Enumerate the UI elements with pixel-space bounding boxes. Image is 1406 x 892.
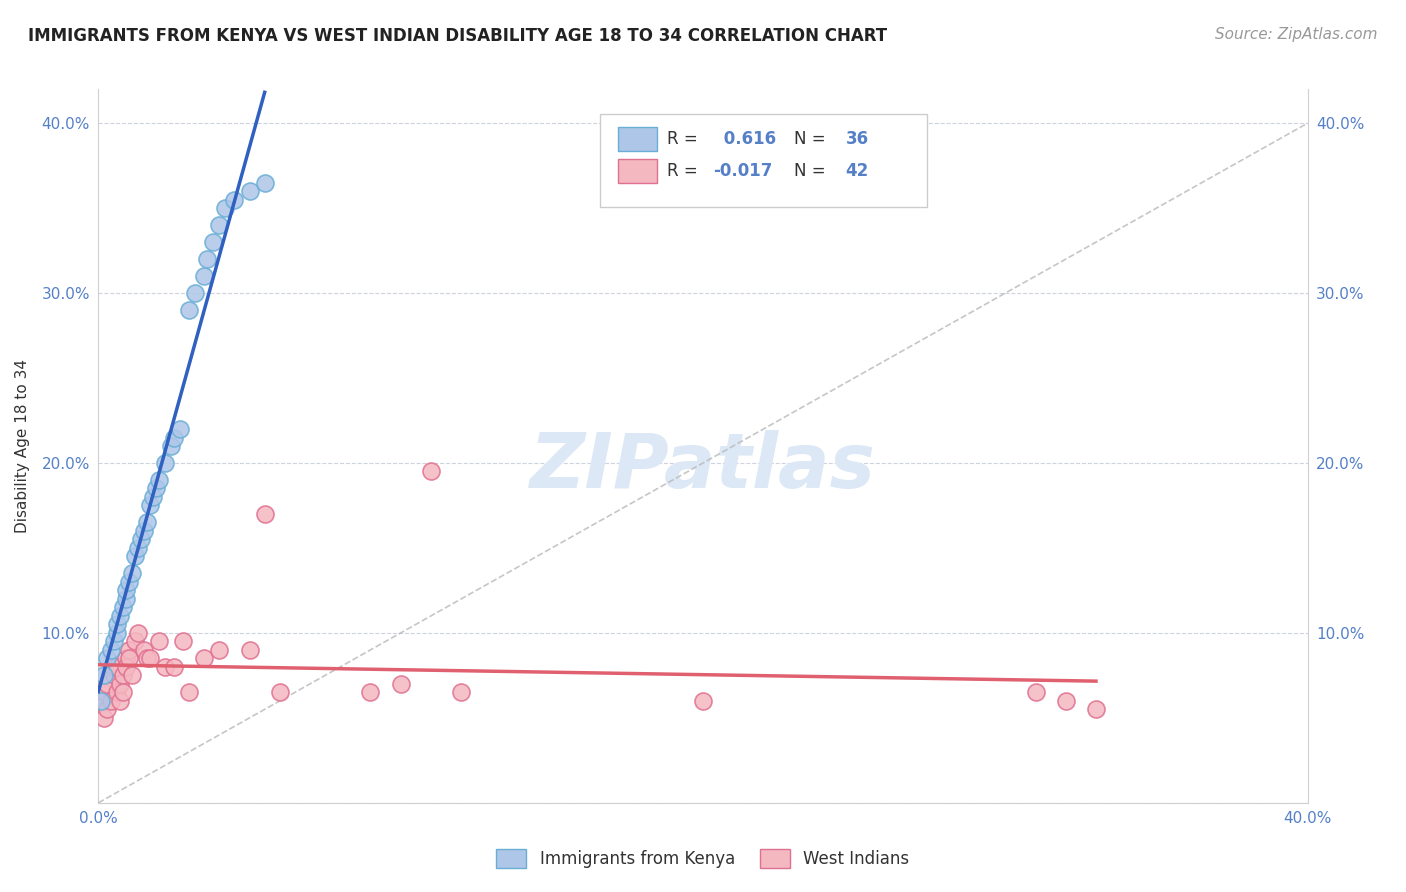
Text: 42: 42 [845,162,869,180]
FancyBboxPatch shape [619,159,657,184]
Point [100,643,122,657]
Text: 36: 36 [845,130,869,148]
Point [139,651,162,665]
Point [90,694,112,708]
Point [153,456,176,470]
Point [153,660,176,674]
FancyBboxPatch shape [600,114,927,207]
Point [224,193,246,207]
Point [118,574,141,589]
Point [193,269,215,284]
Point [114,591,136,606]
Point [139,499,162,513]
FancyBboxPatch shape [619,127,657,152]
Text: N =: N = [794,130,831,148]
Point [132,643,155,657]
Point [105,617,128,632]
Point [239,643,262,657]
Point [142,490,165,504]
Point [129,533,152,547]
Point [195,252,218,266]
Text: Source: ZipAtlas.com: Source: ZipAtlas.com [1215,27,1378,42]
Point [202,235,225,249]
Point [111,668,134,682]
Point [96,677,118,691]
Point [108,694,131,708]
Point [105,626,128,640]
Point [108,677,131,691]
Point [111,685,134,699]
Point [93,668,115,682]
Point [239,184,262,198]
Point [103,634,125,648]
Point [103,668,125,682]
Point [100,694,122,708]
Point [163,430,186,444]
Point [132,524,155,538]
Point [93,685,115,699]
Point [420,465,443,479]
Point [1085,702,1108,716]
Point [184,286,207,301]
Point [1024,685,1046,699]
Point [145,482,167,496]
Text: ZIPatlas: ZIPatlas [530,431,876,504]
Point [360,685,382,699]
Point [121,668,143,682]
Point [103,660,125,674]
Y-axis label: Disability Age 18 to 34: Disability Age 18 to 34 [15,359,31,533]
Point [114,583,136,598]
Point [450,685,472,699]
Point [124,634,146,648]
Point [253,176,276,190]
Point [124,549,146,564]
Point [269,685,291,699]
Point [214,201,236,215]
Point [121,566,143,581]
Point [96,651,118,665]
Text: R =: R = [666,162,703,180]
Text: R =: R = [666,130,703,148]
Point [93,711,115,725]
Point [108,608,131,623]
Point [193,651,215,665]
Point [118,643,141,657]
Point [118,651,141,665]
Point [105,660,128,674]
Text: -0.017: -0.017 [713,162,772,180]
Point [208,643,231,657]
Point [169,422,191,436]
Point [160,439,183,453]
Point [148,473,170,487]
Point [163,660,186,674]
Text: 0.616: 0.616 [717,130,776,148]
Legend: Immigrants from Kenya, West Indians: Immigrants from Kenya, West Indians [489,842,917,875]
Point [253,507,276,521]
Point [96,702,118,716]
Point [208,218,231,232]
Point [172,634,194,648]
Point [692,694,714,708]
Point [179,303,201,318]
Text: IMMIGRANTS FROM KENYA VS WEST INDIAN DISABILITY AGE 18 TO 34 CORRELATION CHART: IMMIGRANTS FROM KENYA VS WEST INDIAN DIS… [28,27,887,45]
Text: N =: N = [794,162,831,180]
Point [114,660,136,674]
Point [389,677,412,691]
Point [1054,694,1077,708]
Point [127,541,149,555]
Point [148,634,170,648]
Point [90,694,112,708]
Point [135,516,157,530]
Point [179,685,201,699]
Point [105,685,128,699]
Point [127,626,149,640]
Point [135,651,157,665]
Point [111,600,134,615]
Point [114,651,136,665]
